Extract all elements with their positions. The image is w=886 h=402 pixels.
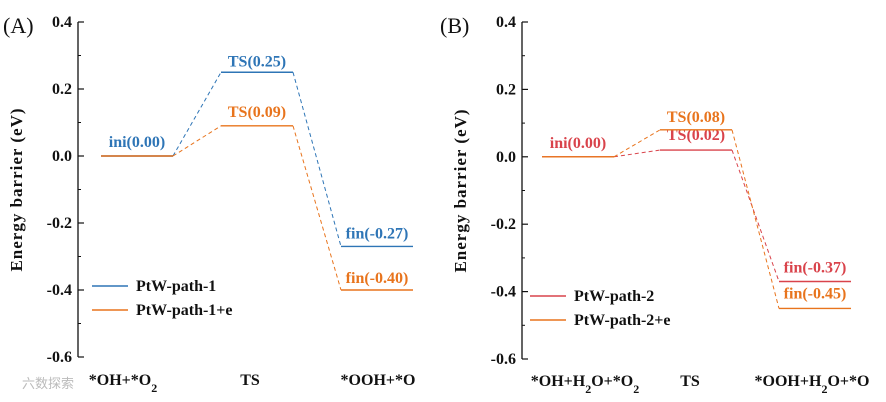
x-category-label: TS — [240, 372, 260, 389]
y-tick-label: -0.4 — [491, 284, 516, 301]
y-tick-label: 0.4 — [52, 14, 72, 31]
y-tick-label: 0.0 — [496, 149, 516, 166]
y-tick-label: 0.2 — [496, 81, 516, 98]
data-label: fin(-0.45) — [784, 285, 847, 302]
y-tick-label: -0.2 — [491, 216, 516, 233]
y-axis-label: Energy barrier (eV) — [7, 107, 26, 271]
data-label: fin(-0.40) — [346, 270, 409, 287]
data-label: TS(0.02) — [667, 127, 725, 144]
x-category-label: TS — [680, 373, 700, 390]
data-label: fin(-0.27) — [346, 225, 409, 242]
y-tick-label: -0.6 — [47, 349, 72, 366]
connector-line — [731, 149, 780, 282]
data-label: TS(0.25) — [228, 53, 286, 70]
x-category-label: *OOH+H2O+*O — [755, 373, 870, 396]
panel-letter: (A) — [3, 13, 34, 38]
y-tick-label: -0.4 — [47, 282, 72, 299]
y-tick-label: 0.2 — [52, 81, 72, 98]
legend-label: PtW-path-2 — [574, 288, 654, 305]
y-tick-label: 0.0 — [52, 148, 72, 165]
connector-line — [613, 149, 661, 158]
y-tick-label: -0.6 — [491, 351, 516, 368]
panel-a: (A) 0.4 0.2 0.0 -0.2 -0.4 -0.6 Energy barrier (… — [3, 13, 415, 395]
legend-label: PtW-path-1+e — [136, 302, 233, 319]
y-tick-label: 0.4 — [496, 14, 516, 31]
legend-label: PtW-path-1 — [136, 278, 216, 295]
panel-b: (B) 0.4 0.2 0.0 -0.2 -0.4 -0.6 Energy barrier (… — [440, 13, 869, 396]
x-category-label: *OOH+*O — [341, 372, 416, 389]
x-category-label: *OH+H2O+*O2 — [531, 373, 639, 396]
watermark-text: 六数探索 — [22, 377, 74, 392]
legend-label: PtW-path-2+e — [574, 312, 671, 329]
data-label: ini(0.00) — [550, 135, 606, 152]
x-category-label: *OH+*O2 — [89, 372, 157, 395]
panel-letter: (B) — [440, 13, 469, 38]
data-label: fin(-0.37) — [784, 259, 847, 276]
data-label: ini(0.00) — [109, 134, 165, 151]
y-axis-label: Energy barrier (eV) — [451, 108, 470, 272]
connector-line — [613, 129, 661, 158]
y-tick-label: -0.2 — [47, 215, 72, 232]
connector-line — [292, 72, 342, 247]
connector-line — [731, 129, 780, 309]
connector-line — [172, 125, 222, 157]
connector-line — [292, 125, 342, 291]
data-label: TS(0.08) — [667, 109, 725, 126]
data-label: TS(0.09) — [228, 104, 286, 121]
connector-line — [172, 72, 222, 157]
